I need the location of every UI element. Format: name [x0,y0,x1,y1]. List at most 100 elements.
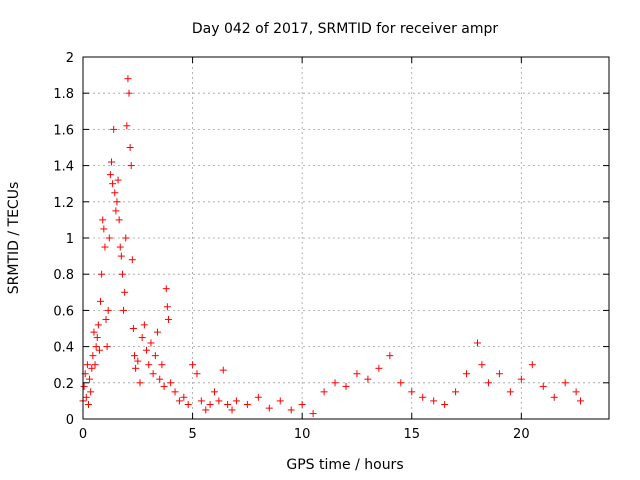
data-point [506,388,514,396]
data-point [478,361,486,369]
data-point [452,388,460,396]
data-point [484,379,492,387]
data-point [539,382,547,390]
data-point [572,388,580,396]
data-point [151,352,159,360]
data-point [254,393,262,401]
y-tick-label: 1 [66,232,74,247]
y-tick-label: 1.6 [53,123,74,138]
data-point [106,171,114,179]
data-point [430,397,438,405]
x-axis-label: GPS time / hours [286,457,403,473]
x-tick-label: 5 [188,427,196,442]
data-point [107,158,115,166]
data-point [112,207,120,215]
data-point [82,393,90,401]
data-point [193,370,201,378]
data-point [320,388,328,396]
data-point [126,144,134,151]
data-point [265,404,273,412]
y-tick-label: 1.8 [53,87,74,102]
data-point [175,397,183,405]
data-point [90,328,98,336]
data-point [102,315,110,323]
data-point [298,401,306,409]
data-point [441,401,449,409]
data-point [171,388,179,396]
data-point [80,382,88,390]
data-point [127,162,135,170]
y-tick-label: 0 [66,413,74,428]
data-point [287,406,295,414]
data-point [93,334,101,342]
data-point [86,375,94,383]
x-tick-label: 20 [513,427,530,442]
data-point [331,379,339,387]
data-point [232,397,240,405]
data-point [164,315,172,323]
data-point [228,406,236,414]
data-point [100,225,108,233]
data-point [120,306,128,314]
x-tick-label: 10 [294,427,311,442]
data-point [117,252,125,260]
y-tick-label: 0.2 [53,377,74,392]
data-point [197,397,205,405]
data-point [375,364,383,372]
y-tick-label: 2 [66,51,74,66]
data-point [138,334,146,342]
data-point [463,370,471,378]
data-point [98,270,106,278]
y-tick-label: 0.6 [53,304,74,319]
grid [83,57,609,419]
data-point [160,382,168,390]
data-point [121,288,129,296]
data-point [95,346,103,354]
data-point [125,89,133,97]
data-point [99,216,107,224]
data-point [495,370,503,378]
data-point [115,216,123,224]
data-point [364,375,372,383]
data-point [147,339,155,347]
chart-title: Day 042 of 2017, SRMTID for receiver amp… [192,21,499,37]
data-point [419,393,427,401]
data-points [79,75,585,418]
data-point [243,401,251,409]
y-axis-label: SRMTID / TECUs [6,182,22,295]
data-point [215,397,223,405]
data-point [132,364,140,372]
data-point [353,370,361,378]
data-point [84,401,92,409]
data-point [105,234,113,242]
data-point [149,370,157,378]
x-tick-label: 15 [403,427,420,442]
data-point [123,122,131,130]
data-point [111,189,119,197]
data-point [128,256,136,264]
data-point [114,176,122,184]
data-point [101,243,109,251]
data-point [528,361,536,369]
data-point [206,401,214,409]
data-point [143,346,151,354]
data-point [131,352,139,360]
data-point [163,303,171,311]
data-point [88,364,96,372]
data-point [474,339,481,347]
data-point [184,401,192,409]
data-point [309,410,317,418]
data-point [180,393,188,401]
data-point [167,379,175,387]
data-point [219,366,227,374]
data-point [129,325,137,332]
data-point [140,321,148,329]
data-point [116,243,124,251]
data-point [103,343,111,351]
y-tick-label: 1.2 [53,196,74,211]
data-point [408,388,416,396]
data-point [342,382,350,390]
y-tick-label: 0.4 [53,341,74,356]
data-point [113,198,121,206]
